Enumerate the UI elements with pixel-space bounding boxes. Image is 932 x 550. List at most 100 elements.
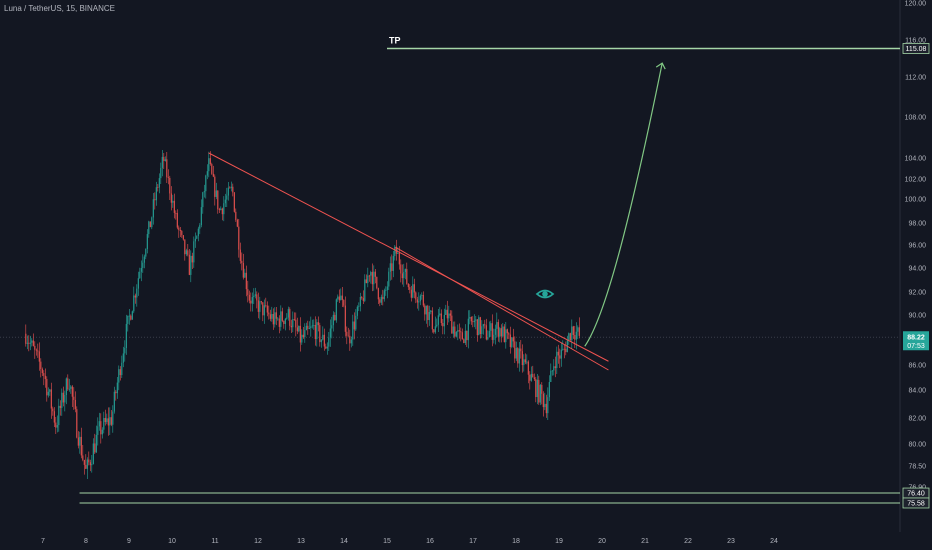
candle-body xyxy=(47,391,49,396)
candle-body xyxy=(244,272,246,278)
candle-body xyxy=(497,322,499,337)
candle-body xyxy=(520,348,522,352)
candle-body xyxy=(175,212,177,214)
candle-body xyxy=(347,335,349,337)
candles xyxy=(25,150,580,479)
candle-body xyxy=(40,361,42,370)
candle-body xyxy=(277,318,279,320)
candle-body xyxy=(421,294,423,296)
candle-body xyxy=(526,361,528,363)
candle-body xyxy=(386,286,388,291)
projection-curve xyxy=(584,63,663,347)
candle-body xyxy=(199,225,201,229)
candle-body xyxy=(571,326,573,341)
candle-body xyxy=(343,299,345,306)
candle-body xyxy=(503,326,505,343)
candle-body xyxy=(514,341,516,359)
y-tick-label: 98.00 xyxy=(908,221,926,228)
candle-body xyxy=(454,326,456,337)
candle-body xyxy=(349,335,351,344)
projection-arrowhead xyxy=(655,62,666,70)
candle-body xyxy=(287,309,289,318)
candle-body xyxy=(340,295,342,301)
candle-body xyxy=(332,314,334,326)
candle-body xyxy=(416,299,418,303)
candle-body xyxy=(398,253,400,265)
candle-body xyxy=(574,335,576,340)
candle-body xyxy=(49,389,51,392)
candle-body xyxy=(151,217,153,228)
tp-label: TP xyxy=(389,36,401,46)
level-badge-text: 75.58 xyxy=(907,500,925,507)
x-tick-label: 18 xyxy=(512,538,520,545)
candle-body xyxy=(113,391,115,412)
x-tick-label: 16 xyxy=(426,538,434,545)
candle-body xyxy=(110,417,112,425)
candle-body xyxy=(473,320,475,323)
candle-body xyxy=(451,315,453,334)
candle-body xyxy=(142,262,144,268)
candle-body xyxy=(293,319,295,320)
candle-body xyxy=(122,353,124,363)
candle-body xyxy=(469,317,471,319)
candle-body xyxy=(413,284,415,293)
candle-body xyxy=(35,349,37,351)
candle-body xyxy=(545,403,547,414)
candle-body xyxy=(425,305,427,315)
candle-body xyxy=(485,325,487,340)
candle-body xyxy=(209,158,211,165)
candle-body xyxy=(215,190,217,197)
candle-body xyxy=(248,294,250,301)
candle-body xyxy=(32,340,34,346)
candle-body xyxy=(100,421,102,435)
candle-body xyxy=(461,332,463,340)
candle-body xyxy=(364,279,366,301)
candle-body xyxy=(506,329,508,334)
candle-body xyxy=(73,396,75,400)
candle-body xyxy=(70,386,72,389)
level-badge xyxy=(902,43,930,54)
x-tick-label: 10 xyxy=(168,538,176,545)
candle-body xyxy=(344,305,346,332)
x-tick-label: 11 xyxy=(211,538,218,545)
candle-body xyxy=(440,313,442,324)
candle-body xyxy=(83,459,85,465)
candle-body xyxy=(328,337,330,347)
candle-body xyxy=(535,379,537,398)
candle-body xyxy=(559,355,561,359)
candle-body xyxy=(319,325,321,343)
candle-body xyxy=(137,278,139,289)
x-tick-label: 9 xyxy=(127,538,131,545)
candle-body xyxy=(541,384,543,394)
candle-body xyxy=(134,295,136,298)
candle-body xyxy=(304,330,306,338)
candle-body xyxy=(76,409,78,438)
candle-body xyxy=(133,295,135,312)
candle-body xyxy=(263,305,265,316)
candle-body xyxy=(197,228,199,237)
candle-body xyxy=(259,301,261,312)
candle-body xyxy=(569,333,571,341)
x-tick-label: 12 xyxy=(254,538,262,545)
candle-body xyxy=(220,208,222,210)
candle-body xyxy=(268,312,270,315)
candle-body xyxy=(427,305,429,321)
candle-body xyxy=(314,324,316,340)
candle-body xyxy=(376,276,378,289)
candle-body xyxy=(275,312,277,319)
candle-body xyxy=(316,322,318,340)
candle-body xyxy=(406,269,408,284)
y-tick-label: 78.50 xyxy=(908,464,926,471)
candle-body xyxy=(163,156,165,161)
candle-body xyxy=(403,271,405,279)
candle-body xyxy=(382,296,384,300)
candle-body xyxy=(494,328,496,335)
candle-body xyxy=(116,382,118,394)
candle-body xyxy=(392,256,394,271)
candle-body xyxy=(449,313,451,316)
candle-body xyxy=(367,275,369,284)
candle-body xyxy=(152,199,154,218)
candle-body xyxy=(313,324,315,326)
candle-body xyxy=(548,382,550,398)
